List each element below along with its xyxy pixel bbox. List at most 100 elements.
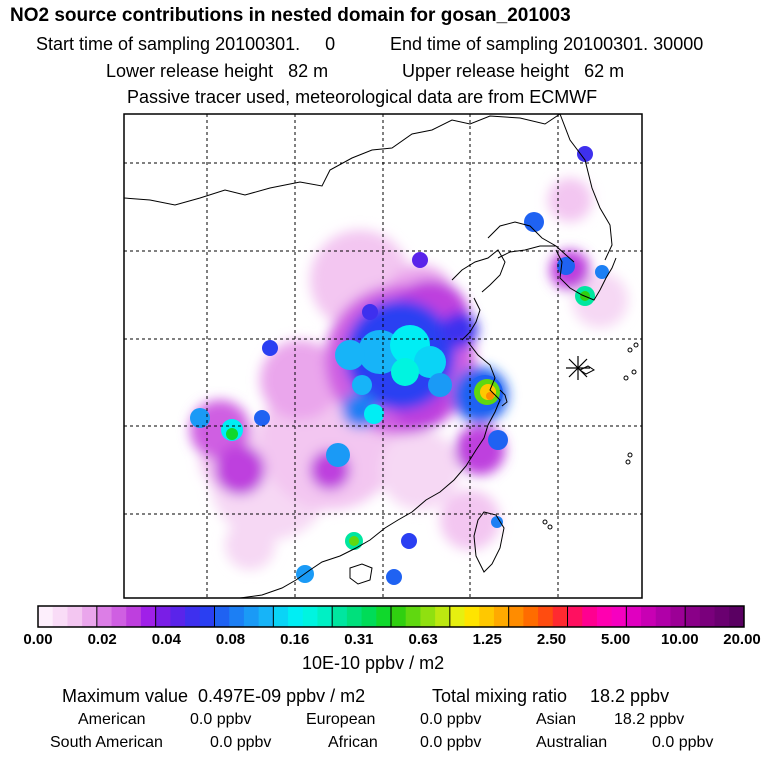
colorbar-tick-label: 5.00 <box>601 631 631 648</box>
concentration-field <box>190 146 628 585</box>
region-value-south-american: 0.0 ppbv <box>210 734 272 751</box>
plume-blob <box>572 272 628 328</box>
colorbar-swatch <box>596 606 613 627</box>
coastline-segment <box>559 114 613 261</box>
colorbar-swatch <box>346 606 363 627</box>
plume-hotspot <box>414 346 446 378</box>
colorbar-swatch <box>729 606 745 627</box>
island <box>542 519 548 525</box>
end-time-label: End time of sampling 20100301. 30000 <box>390 34 704 54</box>
colorbar-units: 10E-10 ppbv / m2 <box>302 653 445 673</box>
colorbar-tick-label: 0.63 <box>408 631 438 648</box>
colorbar-swatch <box>67 606 83 627</box>
island <box>633 342 639 348</box>
colorbar-swatch <box>391 606 407 627</box>
plume-blob <box>215 445 265 495</box>
total-mixing-label: Total mixing ratio <box>432 686 568 706</box>
coastline-segment <box>499 389 508 407</box>
colorbar-tick-label: 10.00 <box>661 631 699 648</box>
coastline-segment <box>579 365 595 375</box>
island <box>627 452 633 458</box>
plume-hotspot <box>491 516 503 528</box>
colorbar-swatch <box>582 606 598 627</box>
colorbar-swatch <box>464 606 480 627</box>
region-value-asian: 18.2 ppbv <box>614 711 685 728</box>
colorbar-swatch <box>214 606 230 627</box>
region-name-australian: Australian <box>536 734 608 751</box>
colorbar-tick-label: 0.08 <box>215 631 246 648</box>
coastline <box>124 114 639 598</box>
colorbar-tick-label: 1.25 <box>472 631 502 648</box>
region-name-american: American <box>78 711 146 728</box>
plume-hotspot <box>362 304 378 320</box>
coastline-segment <box>239 341 501 598</box>
plume-hotspot <box>577 146 593 162</box>
plume-hotspot <box>524 212 544 232</box>
island <box>625 459 631 465</box>
island <box>623 375 629 381</box>
colorbar-tick-label: 0.02 <box>87 631 117 648</box>
colorbar-swatch <box>38 606 54 627</box>
plume-hotspot <box>262 340 278 356</box>
region-name-south-american: South American <box>50 734 163 751</box>
plume-hotspot <box>486 392 494 400</box>
region-name-european: European <box>306 711 376 728</box>
colorbar-swatch <box>479 606 495 627</box>
colorbar-swatch <box>140 606 157 627</box>
colorbar-swatch <box>552 606 568 627</box>
colorbar-swatch <box>243 606 260 627</box>
plume-hotspot <box>401 533 417 549</box>
colorbar-swatch <box>641 606 657 627</box>
plume-hotspot <box>352 375 372 395</box>
region-name-african: African <box>328 734 378 751</box>
region-value-european: 0.0 ppbv <box>420 711 482 728</box>
coastline-segment <box>555 249 617 301</box>
colorbar-tick-label: 2.50 <box>536 631 567 648</box>
plume-hotspot <box>190 408 210 428</box>
coastline-segment <box>487 221 575 263</box>
colorbar-tick-label: 0.16 <box>280 631 310 648</box>
lower-height-label: Lower release height 82 m <box>106 61 329 81</box>
region-value-african: 0.0 ppbv <box>420 734 482 751</box>
island <box>547 524 553 530</box>
colorbar-swatch <box>699 606 716 627</box>
plume-hotspot <box>335 340 365 370</box>
coastline-segment <box>124 114 561 206</box>
colorbar-swatch <box>273 606 289 627</box>
plume-hotspot <box>488 430 508 450</box>
colorbar-swatch <box>111 606 127 627</box>
colorbar-frame <box>37 605 745 628</box>
colorbar-swatch <box>538 606 554 627</box>
plume-hotspot <box>226 428 238 440</box>
plume-hotspot <box>386 569 402 585</box>
colorbar-swatch <box>302 606 318 627</box>
colorbar-tick-label: 0.31 <box>344 631 374 648</box>
plume-hotspot <box>391 358 419 386</box>
colorbar-swatch <box>199 606 215 627</box>
chart-title: NO2 source contributions in nested domai… <box>10 5 571 26</box>
colorbar-tick-label: 20.00 <box>723 631 761 648</box>
colorbar-swatch <box>229 606 245 627</box>
colorbar-swatch <box>96 606 113 627</box>
region-name-asian: Asian <box>536 711 577 728</box>
colorbar-swatch <box>361 606 377 627</box>
colorbar-swatch <box>170 606 186 627</box>
region-value-australian: 0.0 ppbv <box>652 734 714 751</box>
plume-blob <box>260 340 340 420</box>
colorbar-swatch <box>155 606 171 627</box>
colorbar-swatch <box>567 606 583 627</box>
colorbar-tick-label: 0.00 <box>23 631 53 648</box>
colorbar-swatch <box>332 606 348 627</box>
map-frame <box>123 113 643 599</box>
island <box>627 347 633 353</box>
colorbar-swatch <box>655 606 671 627</box>
colorbar-swatch <box>376 606 392 627</box>
colorbar-swatch <box>523 606 539 627</box>
colorbar-swatch <box>258 606 274 627</box>
colorbar-swatch <box>126 606 142 627</box>
plume-blob <box>548 178 592 222</box>
coastline-segment <box>497 245 556 259</box>
plume-blob <box>440 490 500 550</box>
plume-hotspot <box>595 265 609 279</box>
